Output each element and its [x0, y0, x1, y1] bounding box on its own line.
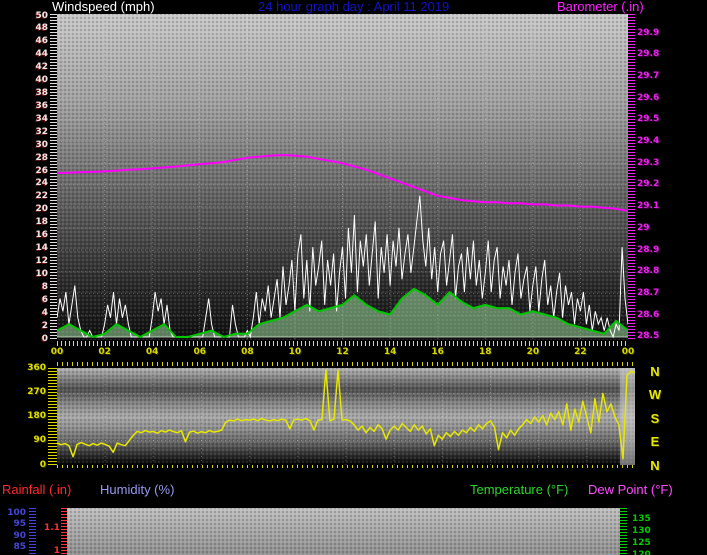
hour-tick-label: 14 [383, 347, 397, 357]
direction-tick-label: 270 [27, 386, 46, 397]
windspeed-tick-label: 18 [35, 217, 48, 228]
direction-tick-label: 180 [27, 411, 46, 421]
hour-tick-label: 04 [145, 347, 159, 357]
direction-tick-label: 90 [33, 435, 46, 446]
windspeed-tick-label: 40 [35, 75, 48, 86]
direction-chart-bottom-ruler [57, 464, 635, 468]
barometer-axis-ticks [628, 14, 635, 340]
rainfall-tick-label: 1.1 [44, 522, 60, 533]
barometer-tick-label: 29.1 [637, 201, 660, 212]
temperature-tick-label: 135 [632, 513, 651, 524]
compass-label: N [650, 364, 660, 379]
barometer-tick-label: 29.4 [637, 136, 660, 146]
temperature-section-label: Temperature (°F) [470, 482, 569, 497]
windspeed-tick-label: 44 [35, 49, 48, 60]
temperature-tick-label: 130 [632, 525, 651, 536]
windspeed-tick-label: 48 [35, 23, 48, 34]
hour-tick-label: 12 [336, 347, 349, 357]
hour-tick-label: 10 [288, 347, 302, 357]
barometer-tick-label: 29.6 [637, 92, 660, 103]
barometer-tick-label: 29.7 [637, 70, 660, 81]
direction-tick-label: 0 [39, 459, 46, 470]
windspeed-tick-label: 12 [35, 255, 48, 266]
dew-point-section-label: Dew Point (°F) [588, 482, 673, 497]
wind-direction-chart [57, 368, 635, 465]
main-chart-time-ruler [57, 341, 628, 346]
windspeed-tick-label: 28 [35, 152, 48, 163]
windspeed-tick-label: 26 [35, 165, 48, 176]
hour-tick-label: 18 [478, 347, 492, 357]
windspeed-tick-label: 32 [35, 126, 48, 137]
humidity-tick-label: 85 [13, 542, 26, 552]
direction-tick-label: 360 [27, 362, 46, 373]
barometer-tick-label: 29.3 [637, 157, 660, 168]
barometer-tick-label: 28.5 [637, 331, 660, 342]
direction-axis-ticks [48, 368, 57, 465]
windspeed-tick-label: 42 [35, 62, 48, 73]
humidity-axis-ticks [29, 508, 36, 555]
hour-tick-label: 22 [574, 347, 587, 357]
windspeed-tick-label: 2 [41, 320, 48, 331]
barometer-tick-label: 28.8 [637, 266, 660, 277]
humidity-tick-label: 90 [13, 530, 26, 541]
windspeed-tick-label: 30 [35, 139, 48, 150]
direction-chart-top-ruler [57, 362, 635, 366]
rainfall-section-label: Rainfall (.in) [2, 482, 72, 497]
compass-label: N [650, 457, 660, 473]
barometer-axis-title: Barometer (.in) [557, 0, 644, 14]
compass-label: E [650, 434, 660, 450]
humidity-temperature-chart [67, 508, 620, 555]
windspeed-tick-label: 50 [35, 10, 48, 21]
humidity-tick-label: 100 [7, 507, 26, 518]
windspeed-tick-label: 22 [35, 191, 48, 202]
windspeed-tick-label: 24 [35, 178, 48, 189]
windspeed-axis-title: Windspeed (mph) [52, 0, 155, 14]
hour-tick-label: 16 [431, 347, 444, 357]
windspeed-tick-label: 16 [35, 230, 48, 241]
rainfall-axis-ticks [61, 508, 67, 555]
humidity-section-label: Humidity (%) [100, 482, 175, 497]
windspeed-barometer-chart [57, 14, 628, 340]
windspeed-tick-label: 6 [41, 294, 48, 305]
barometer-tick-label: 28.7 [637, 287, 660, 298]
barometer-tick-label: 29.5 [637, 114, 660, 125]
windspeed-tick-label: 14 [35, 243, 48, 254]
windspeed-tick-label: 20 [35, 204, 48, 215]
barometer-tick-label: 28.6 [637, 309, 660, 320]
hour-tick-label: 08 [241, 347, 254, 357]
windspeed-tick-label: 0 [41, 333, 48, 344]
hour-tick-label: 20 [526, 347, 540, 357]
hour-tick-label: 00 [50, 347, 64, 357]
barometer-tick-label: 29 [637, 222, 650, 233]
windspeed-axis-ticks [50, 14, 57, 340]
rainfall-tick-label: 1 [53, 545, 60, 555]
hour-tick-label: 00 [621, 347, 635, 357]
barometer-tick-label: 29.8 [637, 49, 660, 60]
hour-tick-label: 02 [98, 347, 111, 357]
windspeed-tick-label: 34 [35, 113, 48, 124]
windspeed-tick-label: 8 [41, 281, 48, 292]
barometer-tick-label: 29.9 [637, 27, 660, 38]
temperature-axis-ticks [620, 508, 627, 555]
windspeed-tick-label: 4 [41, 307, 48, 318]
windspeed-tick-label: 46 [35, 36, 48, 47]
windspeed-tick-label: 38 [35, 88, 48, 99]
compass-label: S [650, 410, 660, 426]
temperature-tick-label: 120 [632, 549, 651, 555]
hour-tick-label: 06 [193, 347, 207, 357]
windspeed-tick-label: 36 [35, 100, 48, 111]
windspeed-tick-label: 10 [35, 268, 48, 279]
barometer-tick-label: 28.9 [637, 244, 660, 255]
compass-label: W [648, 387, 662, 403]
temperature-tick-label: 125 [632, 537, 651, 548]
graph-title: 24 hour graph day : April 11 2019 [258, 0, 450, 14]
humidity-tick-label: 95 [13, 519, 26, 529]
barometer-tick-label: 29.2 [637, 179, 660, 190]
